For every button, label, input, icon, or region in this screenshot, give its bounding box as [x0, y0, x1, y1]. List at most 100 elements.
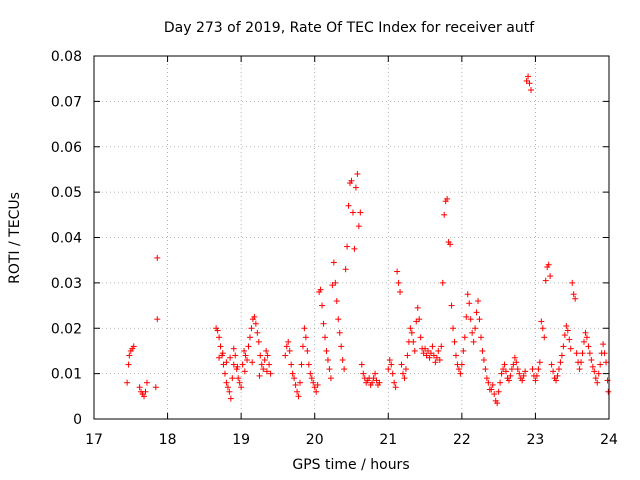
data-point	[485, 379, 492, 386]
data-point	[498, 370, 505, 377]
data-point	[407, 325, 414, 332]
data-point	[389, 370, 396, 377]
data-point	[302, 334, 309, 341]
data-point	[572, 295, 579, 302]
data-point	[557, 359, 564, 366]
data-point	[257, 352, 264, 359]
data-point	[336, 329, 343, 336]
data-point	[226, 388, 233, 395]
data-point	[313, 388, 320, 395]
data-point	[239, 361, 246, 368]
data-point	[458, 361, 465, 368]
data-point	[585, 343, 592, 350]
data-point	[332, 279, 339, 286]
data-point	[545, 261, 552, 268]
data-point	[592, 375, 599, 382]
data-point	[323, 347, 330, 354]
data-point	[230, 361, 237, 368]
data-point	[354, 170, 361, 177]
data-point	[266, 361, 273, 368]
data-point	[503, 368, 509, 375]
data-point	[125, 361, 132, 368]
x-tick-label: 23	[527, 432, 545, 448]
data-point	[579, 350, 586, 357]
data-point	[580, 338, 587, 345]
data-point	[154, 254, 161, 261]
data-point	[576, 366, 583, 373]
data-point	[548, 361, 555, 368]
data-point	[538, 318, 545, 325]
data-point	[217, 343, 224, 350]
data-point	[508, 366, 515, 373]
data-point	[447, 241, 454, 248]
data-point	[372, 370, 379, 377]
data-point	[402, 366, 409, 373]
data-point	[594, 379, 601, 386]
data-point	[588, 357, 595, 364]
plot-area-frame	[93, 55, 610, 420]
data-point	[483, 375, 490, 382]
y-tick-label: 0.02	[51, 321, 82, 337]
data-point	[358, 361, 365, 368]
data-point	[255, 338, 262, 345]
data-point	[444, 195, 451, 202]
data-point	[501, 361, 508, 368]
data-point	[214, 327, 221, 334]
data-point	[460, 347, 467, 354]
data-point	[292, 381, 299, 388]
data-point	[532, 377, 539, 384]
data-point	[435, 347, 442, 354]
data-point	[573, 350, 580, 357]
data-point	[491, 391, 498, 398]
data-point	[455, 366, 462, 373]
data-point	[583, 334, 590, 341]
y-tick-label: 0.05	[51, 185, 82, 201]
data-point	[241, 368, 248, 375]
data-point	[352, 184, 359, 191]
data-point	[469, 329, 476, 336]
data-point	[464, 291, 471, 298]
data-point	[388, 361, 395, 368]
data-point	[341, 366, 348, 373]
data-point	[357, 209, 364, 216]
data-point	[582, 329, 589, 336]
data-point	[480, 357, 487, 364]
chart-title: Day 273 of 2019, Rate Of TEC Index for r…	[164, 20, 535, 36]
data-point	[461, 334, 468, 341]
data-point	[452, 352, 459, 359]
data-point	[466, 300, 473, 307]
data-point	[554, 372, 561, 379]
data-point	[426, 354, 433, 361]
data-point	[263, 368, 270, 375]
data-point	[219, 350, 226, 357]
data-point	[298, 361, 305, 368]
data-point	[244, 357, 251, 364]
grid-lines	[94, 56, 609, 419]
data-point	[355, 223, 362, 230]
data-point	[514, 366, 521, 373]
data-point	[327, 375, 334, 382]
data-point	[533, 372, 540, 379]
data-point	[339, 357, 346, 364]
data-point	[230, 345, 237, 352]
data-point	[604, 377, 611, 384]
data-point	[463, 313, 470, 320]
data-point	[511, 354, 518, 361]
data-point	[283, 343, 290, 350]
data-point	[282, 352, 289, 359]
data-point	[141, 393, 148, 400]
data-point	[505, 377, 512, 384]
x-tick-label: 17	[85, 432, 103, 448]
data-point	[348, 177, 355, 184]
data-point	[450, 325, 457, 332]
data-point	[401, 375, 408, 382]
data-point	[124, 379, 131, 386]
data-point	[473, 309, 480, 316]
x-tick-label: 19	[232, 432, 250, 448]
x-tick-label: 18	[159, 432, 177, 448]
data-point	[566, 336, 573, 343]
data-point	[319, 302, 326, 309]
data-point	[547, 273, 554, 280]
y-tick-label: 0.04	[51, 231, 82, 247]
